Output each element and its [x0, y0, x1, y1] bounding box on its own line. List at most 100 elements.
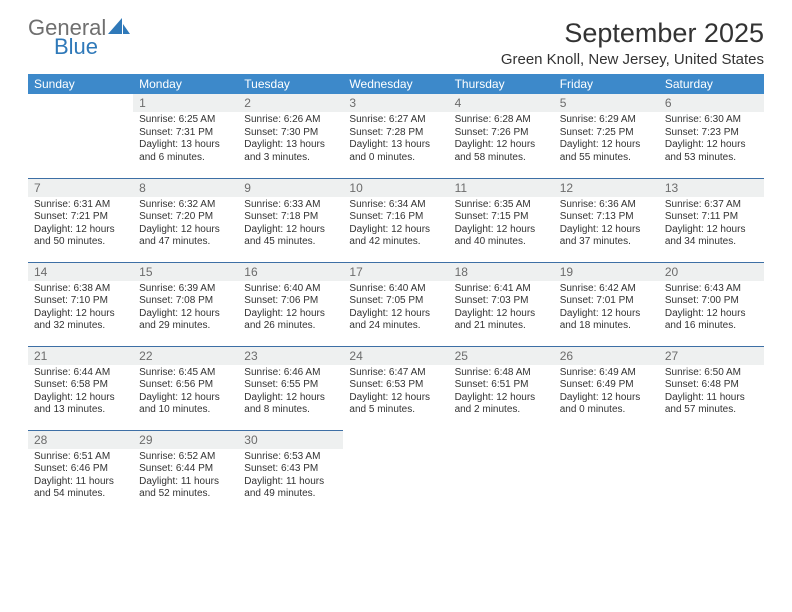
day-details: Sunrise: 6:40 AMSunset: 7:05 PMDaylight:… — [343, 281, 448, 337]
day-number: 5 — [554, 94, 659, 112]
sunrise-text: Sunrise: 6:53 AM — [244, 451, 337, 464]
sunset-text: Sunset: 6:55 PM — [244, 379, 337, 392]
sunrise-text: Sunrise: 6:52 AM — [139, 451, 232, 464]
calendar-week-row: 7Sunrise: 6:31 AMSunset: 7:21 PMDaylight… — [28, 178, 764, 262]
calendar-cell: 6Sunrise: 6:30 AMSunset: 7:23 PMDaylight… — [659, 94, 764, 178]
daylight-text: Daylight: 12 hours and 53 minutes. — [665, 139, 758, 164]
day-number: 2 — [238, 94, 343, 112]
day-details: Sunrise: 6:36 AMSunset: 7:13 PMDaylight:… — [554, 197, 659, 253]
day-number: 6 — [659, 94, 764, 112]
sunrise-text: Sunrise: 6:50 AM — [665, 367, 758, 380]
day-details: Sunrise: 6:29 AMSunset: 7:25 PMDaylight:… — [554, 112, 659, 168]
day-details: Sunrise: 6:44 AMSunset: 6:58 PMDaylight:… — [28, 365, 133, 421]
weekday-header: Wednesday — [343, 74, 448, 94]
calendar-table: Sunday Monday Tuesday Wednesday Thursday… — [28, 74, 764, 514]
sunrise-text: Sunrise: 6:31 AM — [34, 199, 127, 212]
sunset-text: Sunset: 7:08 PM — [139, 295, 232, 308]
day-details: Sunrise: 6:50 AMSunset: 6:48 PMDaylight:… — [659, 365, 764, 421]
day-number: 15 — [133, 263, 238, 281]
sunset-text: Sunset: 7:31 PM — [139, 127, 232, 140]
sunset-text: Sunset: 6:44 PM — [139, 463, 232, 476]
day-details: Sunrise: 6:32 AMSunset: 7:20 PMDaylight:… — [133, 197, 238, 253]
daylight-text: Daylight: 12 hours and 45 minutes. — [244, 224, 337, 249]
day-details: Sunrise: 6:33 AMSunset: 7:18 PMDaylight:… — [238, 197, 343, 253]
sunset-text: Sunset: 7:13 PM — [560, 211, 653, 224]
sunset-text: Sunset: 6:46 PM — [34, 463, 127, 476]
daylight-text: Daylight: 11 hours and 54 minutes. — [34, 476, 127, 501]
day-number: 13 — [659, 179, 764, 197]
daylight-text: Daylight: 11 hours and 57 minutes. — [665, 392, 758, 417]
calendar-cell: 13Sunrise: 6:37 AMSunset: 7:11 PMDayligh… — [659, 178, 764, 262]
daylight-text: Daylight: 12 hours and 21 minutes. — [455, 308, 548, 333]
sunset-text: Sunset: 7:03 PM — [455, 295, 548, 308]
daylight-text: Daylight: 12 hours and 18 minutes. — [560, 308, 653, 333]
day-number: 22 — [133, 347, 238, 365]
calendar-cell: 7Sunrise: 6:31 AMSunset: 7:21 PMDaylight… — [28, 178, 133, 262]
daylight-text: Daylight: 12 hours and 10 minutes. — [139, 392, 232, 417]
calendar-week-row: 1Sunrise: 6:25 AMSunset: 7:31 PMDaylight… — [28, 94, 764, 178]
weekday-header: Tuesday — [238, 74, 343, 94]
daylight-text: Daylight: 12 hours and 37 minutes. — [560, 224, 653, 249]
day-details: Sunrise: 6:43 AMSunset: 7:00 PMDaylight:… — [659, 281, 764, 337]
calendar-week-row: 21Sunrise: 6:44 AMSunset: 6:58 PMDayligh… — [28, 346, 764, 430]
calendar-week-row: 28Sunrise: 6:51 AMSunset: 6:46 PMDayligh… — [28, 430, 764, 514]
calendar-cell: 22Sunrise: 6:45 AMSunset: 6:56 PMDayligh… — [133, 346, 238, 430]
calendar-cell: 25Sunrise: 6:48 AMSunset: 6:51 PMDayligh… — [449, 346, 554, 430]
sunrise-text: Sunrise: 6:37 AM — [665, 199, 758, 212]
day-details: Sunrise: 6:45 AMSunset: 6:56 PMDaylight:… — [133, 365, 238, 421]
sunset-text: Sunset: 6:56 PM — [139, 379, 232, 392]
weekday-header-row: Sunday Monday Tuesday Wednesday Thursday… — [28, 74, 764, 94]
day-details: Sunrise: 6:27 AMSunset: 7:28 PMDaylight:… — [343, 112, 448, 168]
sunrise-text: Sunrise: 6:27 AM — [349, 114, 442, 127]
day-number: 3 — [343, 94, 448, 112]
daylight-text: Daylight: 12 hours and 29 minutes. — [139, 308, 232, 333]
calendar-week-row: 14Sunrise: 6:38 AMSunset: 7:10 PMDayligh… — [28, 262, 764, 346]
daylight-text: Daylight: 12 hours and 50 minutes. — [34, 224, 127, 249]
sunrise-text: Sunrise: 6:36 AM — [560, 199, 653, 212]
day-details: Sunrise: 6:34 AMSunset: 7:16 PMDaylight:… — [343, 197, 448, 253]
day-number: 21 — [28, 347, 133, 365]
sunset-text: Sunset: 7:06 PM — [244, 295, 337, 308]
sunset-text: Sunset: 6:43 PM — [244, 463, 337, 476]
logo-sail-icon — [108, 18, 130, 39]
day-number: 16 — [238, 263, 343, 281]
day-details: Sunrise: 6:37 AMSunset: 7:11 PMDaylight:… — [659, 197, 764, 253]
daylight-text: Daylight: 13 hours and 6 minutes. — [139, 139, 232, 164]
sunset-text: Sunset: 7:16 PM — [349, 211, 442, 224]
day-number: 14 — [28, 263, 133, 281]
calendar-cell — [28, 94, 133, 178]
sunrise-text: Sunrise: 6:51 AM — [34, 451, 127, 464]
day-number: 26 — [554, 347, 659, 365]
calendar-cell: 18Sunrise: 6:41 AMSunset: 7:03 PMDayligh… — [449, 262, 554, 346]
day-number: 23 — [238, 347, 343, 365]
sunset-text: Sunset: 7:10 PM — [34, 295, 127, 308]
calendar-cell: 23Sunrise: 6:46 AMSunset: 6:55 PMDayligh… — [238, 346, 343, 430]
page-header: General Blue September 2025 Green Knoll,… — [28, 18, 764, 68]
daylight-text: Daylight: 11 hours and 49 minutes. — [244, 476, 337, 501]
calendar-cell — [343, 430, 448, 514]
sunrise-text: Sunrise: 6:43 AM — [665, 283, 758, 296]
day-number: 1 — [133, 94, 238, 112]
sunrise-text: Sunrise: 6:32 AM — [139, 199, 232, 212]
day-number: 17 — [343, 263, 448, 281]
sunrise-text: Sunrise: 6:39 AM — [139, 283, 232, 296]
sunrise-text: Sunrise: 6:30 AM — [665, 114, 758, 127]
location-subtitle: Green Knoll, New Jersey, United States — [501, 51, 764, 68]
daylight-text: Daylight: 12 hours and 47 minutes. — [139, 224, 232, 249]
calendar-cell: 9Sunrise: 6:33 AMSunset: 7:18 PMDaylight… — [238, 178, 343, 262]
sunset-text: Sunset: 7:05 PM — [349, 295, 442, 308]
sunrise-text: Sunrise: 6:45 AM — [139, 367, 232, 380]
calendar-cell — [554, 430, 659, 514]
calendar-cell: 24Sunrise: 6:47 AMSunset: 6:53 PMDayligh… — [343, 346, 448, 430]
calendar-cell: 14Sunrise: 6:38 AMSunset: 7:10 PMDayligh… — [28, 262, 133, 346]
day-number: 8 — [133, 179, 238, 197]
calendar-cell: 12Sunrise: 6:36 AMSunset: 7:13 PMDayligh… — [554, 178, 659, 262]
daylight-text: Daylight: 12 hours and 40 minutes. — [455, 224, 548, 249]
sunrise-text: Sunrise: 6:25 AM — [139, 114, 232, 127]
calendar-cell: 29Sunrise: 6:52 AMSunset: 6:44 PMDayligh… — [133, 430, 238, 514]
day-number: 30 — [238, 431, 343, 449]
day-details: Sunrise: 6:48 AMSunset: 6:51 PMDaylight:… — [449, 365, 554, 421]
daylight-text: Daylight: 12 hours and 34 minutes. — [665, 224, 758, 249]
daylight-text: Daylight: 13 hours and 3 minutes. — [244, 139, 337, 164]
sunset-text: Sunset: 7:15 PM — [455, 211, 548, 224]
